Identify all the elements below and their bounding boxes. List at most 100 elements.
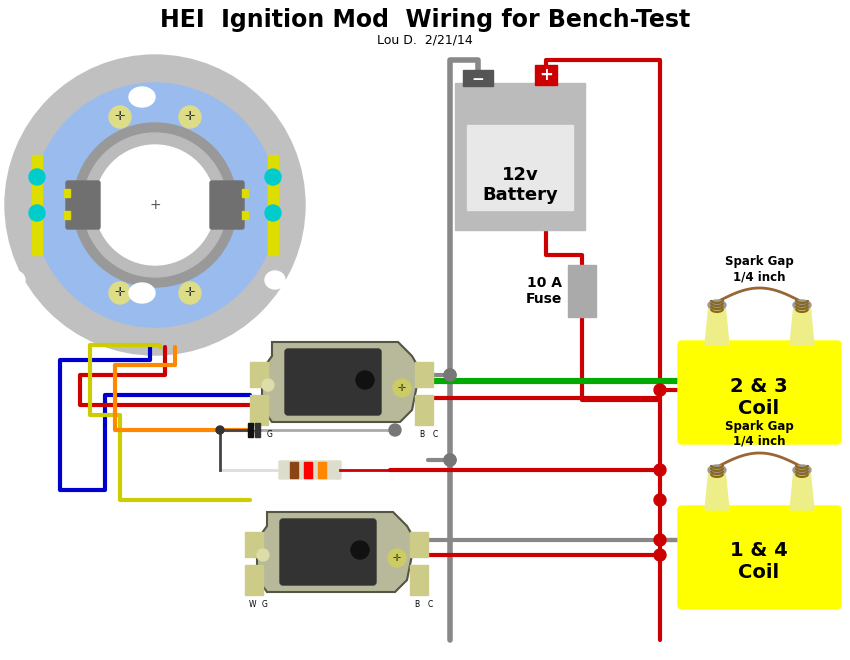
Ellipse shape: [793, 465, 811, 475]
Text: 12v
Battery: 12v Battery: [482, 166, 558, 205]
Bar: [64, 211, 70, 219]
Circle shape: [265, 205, 281, 221]
Circle shape: [389, 424, 401, 436]
Circle shape: [388, 549, 406, 567]
Ellipse shape: [5, 106, 25, 124]
Bar: [410, 565, 428, 595]
Bar: [250, 362, 268, 387]
Text: ✛: ✛: [398, 383, 406, 393]
Circle shape: [444, 369, 456, 381]
Text: ✛: ✛: [184, 286, 196, 300]
Bar: [568, 265, 596, 317]
Bar: [410, 532, 428, 557]
Text: 2 & 3
Coil: 2 & 3 Coil: [730, 376, 788, 418]
Circle shape: [393, 379, 411, 397]
Bar: [455, 83, 585, 230]
FancyBboxPatch shape: [285, 349, 381, 415]
Polygon shape: [705, 470, 729, 510]
Bar: [304, 462, 312, 478]
Text: B: B: [419, 430, 424, 439]
Bar: [64, 189, 70, 197]
Text: W: W: [254, 430, 262, 439]
FancyBboxPatch shape: [678, 341, 841, 444]
Ellipse shape: [708, 465, 726, 475]
Bar: [250, 395, 268, 425]
Ellipse shape: [129, 283, 155, 303]
Bar: [32, 155, 42, 255]
FancyBboxPatch shape: [210, 181, 244, 229]
Text: G: G: [262, 600, 268, 609]
FancyBboxPatch shape: [279, 461, 341, 479]
Text: Spark Gap
1/4 inch: Spark Gap 1/4 inch: [724, 255, 793, 283]
FancyBboxPatch shape: [66, 181, 100, 229]
Text: +: +: [150, 198, 161, 212]
Circle shape: [109, 282, 131, 304]
Bar: [255, 423, 260, 437]
Circle shape: [29, 205, 45, 221]
Polygon shape: [257, 512, 415, 592]
Circle shape: [216, 426, 224, 434]
Bar: [268, 155, 278, 255]
Bar: [467, 125, 573, 210]
Ellipse shape: [129, 87, 155, 107]
Polygon shape: [705, 305, 729, 345]
Text: B: B: [415, 600, 420, 609]
Circle shape: [33, 83, 277, 327]
Circle shape: [356, 371, 374, 389]
Text: C: C: [428, 600, 433, 609]
Bar: [463, 70, 493, 86]
Text: ✛: ✛: [184, 110, 196, 123]
Circle shape: [179, 106, 201, 128]
Circle shape: [83, 133, 227, 277]
Text: HEI  Ignition Mod  Wiring for Bench-Test: HEI Ignition Mod Wiring for Bench-Test: [160, 8, 690, 32]
Circle shape: [179, 282, 201, 304]
Circle shape: [654, 549, 666, 561]
Circle shape: [444, 369, 456, 381]
Polygon shape: [790, 470, 814, 510]
Circle shape: [95, 145, 215, 265]
Circle shape: [257, 549, 269, 561]
Bar: [415, 362, 433, 387]
Polygon shape: [790, 305, 814, 345]
FancyBboxPatch shape: [678, 506, 841, 609]
Text: −: −: [472, 71, 484, 86]
FancyBboxPatch shape: [280, 519, 376, 585]
Bar: [242, 211, 248, 219]
Circle shape: [265, 169, 281, 185]
Bar: [242, 189, 248, 197]
Bar: [290, 462, 298, 478]
Text: +: +: [539, 66, 553, 84]
Bar: [245, 532, 263, 557]
Circle shape: [262, 379, 274, 391]
Circle shape: [654, 464, 666, 476]
Ellipse shape: [793, 300, 811, 310]
Bar: [248, 423, 253, 437]
Bar: [535, 65, 557, 85]
Circle shape: [654, 494, 666, 506]
Bar: [415, 395, 433, 425]
Text: Lou D.  2/21/14: Lou D. 2/21/14: [377, 34, 473, 46]
Text: ✛: ✛: [115, 110, 125, 123]
Text: 1 & 4
Coil: 1 & 4 Coil: [730, 541, 788, 583]
Circle shape: [29, 169, 45, 185]
Circle shape: [109, 106, 131, 128]
Text: 10 A
Fuse: 10 A Fuse: [525, 276, 562, 306]
Circle shape: [444, 454, 456, 466]
Text: G: G: [267, 430, 273, 439]
Circle shape: [654, 384, 666, 396]
Circle shape: [654, 534, 666, 546]
Text: ✛: ✛: [115, 286, 125, 300]
Text: C: C: [433, 430, 438, 439]
Ellipse shape: [5, 271, 25, 289]
Text: Spark Gap
1/4 inch: Spark Gap 1/4 inch: [724, 420, 793, 448]
Circle shape: [444, 454, 456, 466]
Bar: [245, 565, 263, 595]
Ellipse shape: [265, 271, 285, 289]
Bar: [318, 462, 326, 478]
Ellipse shape: [708, 300, 726, 310]
Circle shape: [73, 123, 237, 287]
Polygon shape: [262, 342, 420, 422]
Circle shape: [351, 541, 369, 559]
Circle shape: [5, 55, 305, 355]
Text: ✛: ✛: [393, 553, 401, 563]
